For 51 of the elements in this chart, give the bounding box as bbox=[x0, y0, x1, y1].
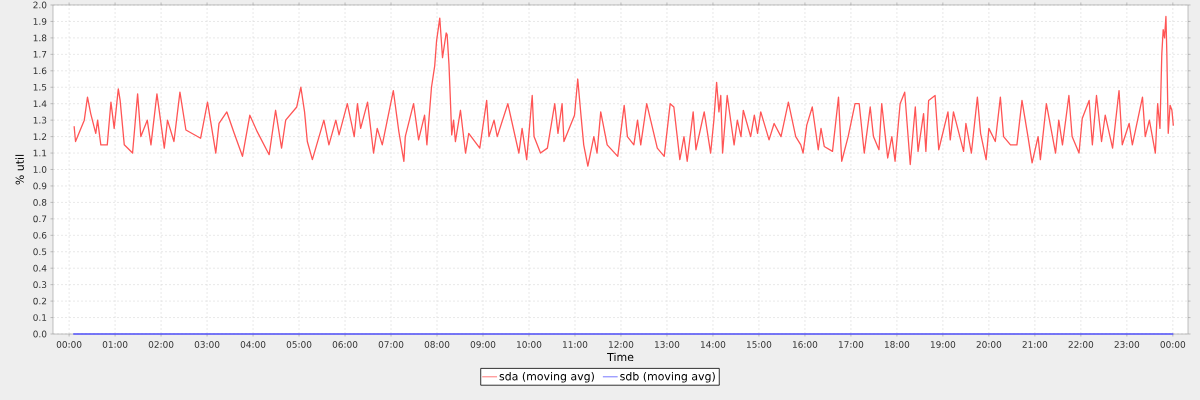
legend-label: sdb (moving avg) bbox=[620, 371, 715, 383]
y-tick-label: 2.0 bbox=[33, 1, 47, 9]
y-tick-label: 0.7 bbox=[33, 215, 47, 223]
x-tick-label: 06:00 bbox=[332, 341, 358, 348]
y-tick-label: 0.8 bbox=[33, 199, 47, 206]
x-tick-label: 15:00 bbox=[747, 341, 772, 348]
y-tick-label: 1.8 bbox=[33, 34, 47, 42]
x-tick-label: 10:00 bbox=[517, 341, 542, 348]
x-tick-label: 01:00 bbox=[102, 341, 128, 348]
y-tick-label: 1.3 bbox=[33, 116, 47, 124]
y-tick-label: 1.7 bbox=[33, 51, 47, 58]
y-tick-label: 1.1 bbox=[33, 149, 47, 157]
x-tick-label: 23:00 bbox=[1114, 341, 1140, 348]
x-tick-label: 04:00 bbox=[240, 341, 266, 348]
x-axis-title: Time bbox=[607, 352, 634, 362]
legend-label: sda (moving avg) bbox=[499, 371, 594, 383]
x-tick-label: 11:00 bbox=[563, 341, 588, 348]
x-tick-label: 14:00 bbox=[701, 341, 726, 348]
y-axis-title: % util bbox=[15, 154, 24, 185]
x-tick-label: 05:00 bbox=[286, 341, 312, 348]
x-tick-label: 09:00 bbox=[470, 341, 496, 348]
y-tick-label: 0.2 bbox=[33, 297, 47, 305]
y-tick-label: 1.2 bbox=[33, 133, 47, 140]
x-tick-label: 18:00 bbox=[884, 341, 910, 348]
x-tick-label: 16:00 bbox=[792, 341, 818, 348]
y-tick-label: 0.4 bbox=[33, 264, 47, 272]
y-tick-label: 1.9 bbox=[33, 18, 47, 25]
line-series bbox=[73, 15, 1174, 167]
x-tick-label: 03:00 bbox=[194, 341, 220, 348]
x-tick-label: 13:00 bbox=[655, 341, 680, 348]
y-tick-label: 0.1 bbox=[33, 314, 47, 321]
x-tick-label: 20:00 bbox=[976, 341, 1002, 348]
y-tick-label: 1.4 bbox=[33, 100, 47, 107]
y-tick-label: 0.3 bbox=[33, 281, 47, 289]
y-tick-label: 1.5 bbox=[33, 83, 47, 91]
y-tick-label: 0.6 bbox=[33, 231, 47, 239]
y-tick-label: 0.0 bbox=[33, 330, 47, 338]
x-tick-label: 08:00 bbox=[424, 341, 450, 348]
x-tick-label: 00:00 bbox=[1160, 341, 1186, 348]
y-tick-label: 1.0 bbox=[33, 166, 47, 173]
x-tick-label: 22:00 bbox=[1068, 341, 1094, 348]
x-tick-label: 17:00 bbox=[838, 341, 864, 348]
y-tick-label: 0.9 bbox=[33, 182, 47, 190]
y-tick-label: 0.5 bbox=[33, 248, 47, 256]
x-tick-label: 21:00 bbox=[1022, 341, 1048, 348]
y-tick-label: 1.6 bbox=[33, 67, 47, 75]
x-tick-label: 02:00 bbox=[148, 341, 174, 348]
x-tick-label: 12:00 bbox=[609, 341, 634, 348]
x-tick-label: 19:00 bbox=[930, 341, 956, 348]
x-tick-label: 07:00 bbox=[378, 341, 404, 348]
x-tick-label: 00:00 bbox=[56, 341, 82, 348]
